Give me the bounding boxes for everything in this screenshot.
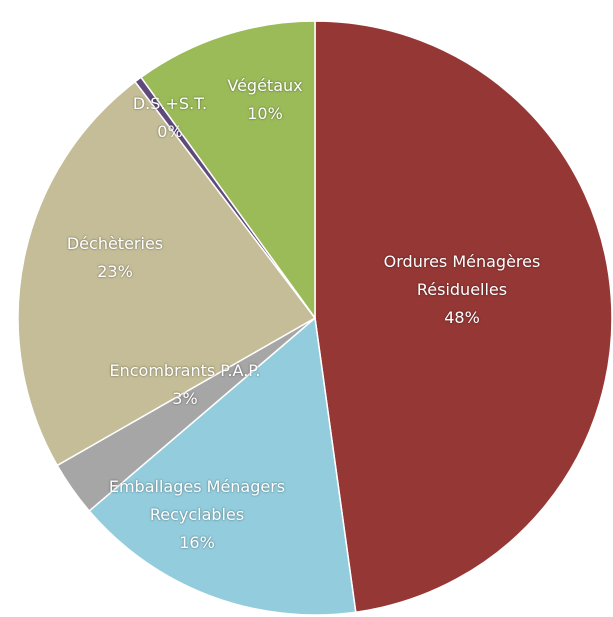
category-label: Emballages Ménagers Recyclables [108,477,286,524]
value-label: 23% [97,262,133,281]
slice-label: Ordures Ménagères Résiduelles 48% [347,248,577,332]
category-label: Végétaux [227,76,303,95]
pie-slice [17,80,317,467]
category-label: Déchèteries [66,234,164,253]
slice-label: Végétaux 10% [210,72,320,128]
pie-slice [314,20,613,614]
pie-slice [139,20,316,321]
category-label: Encombrants P.A.P. [109,361,261,380]
category-label: D.S.+S.T. [132,94,208,113]
slice-label: D.S.+S.T. 0% [130,90,210,146]
slice-label: Emballages Ménagers Recyclables 16% [77,473,317,557]
value-label: 16% [179,533,215,552]
value-label: 3% [172,389,198,408]
pie-slice [88,316,357,616]
value-label: 48% [444,308,480,327]
value-label: 10% [247,104,283,123]
value-label: 0% [157,122,183,141]
slice-label: Encombrants P.A.P. 3% [75,357,295,413]
slice-label: Déchèteries 23% [55,230,175,286]
category-label: Ordures Ménagères Résiduelles [383,252,541,299]
